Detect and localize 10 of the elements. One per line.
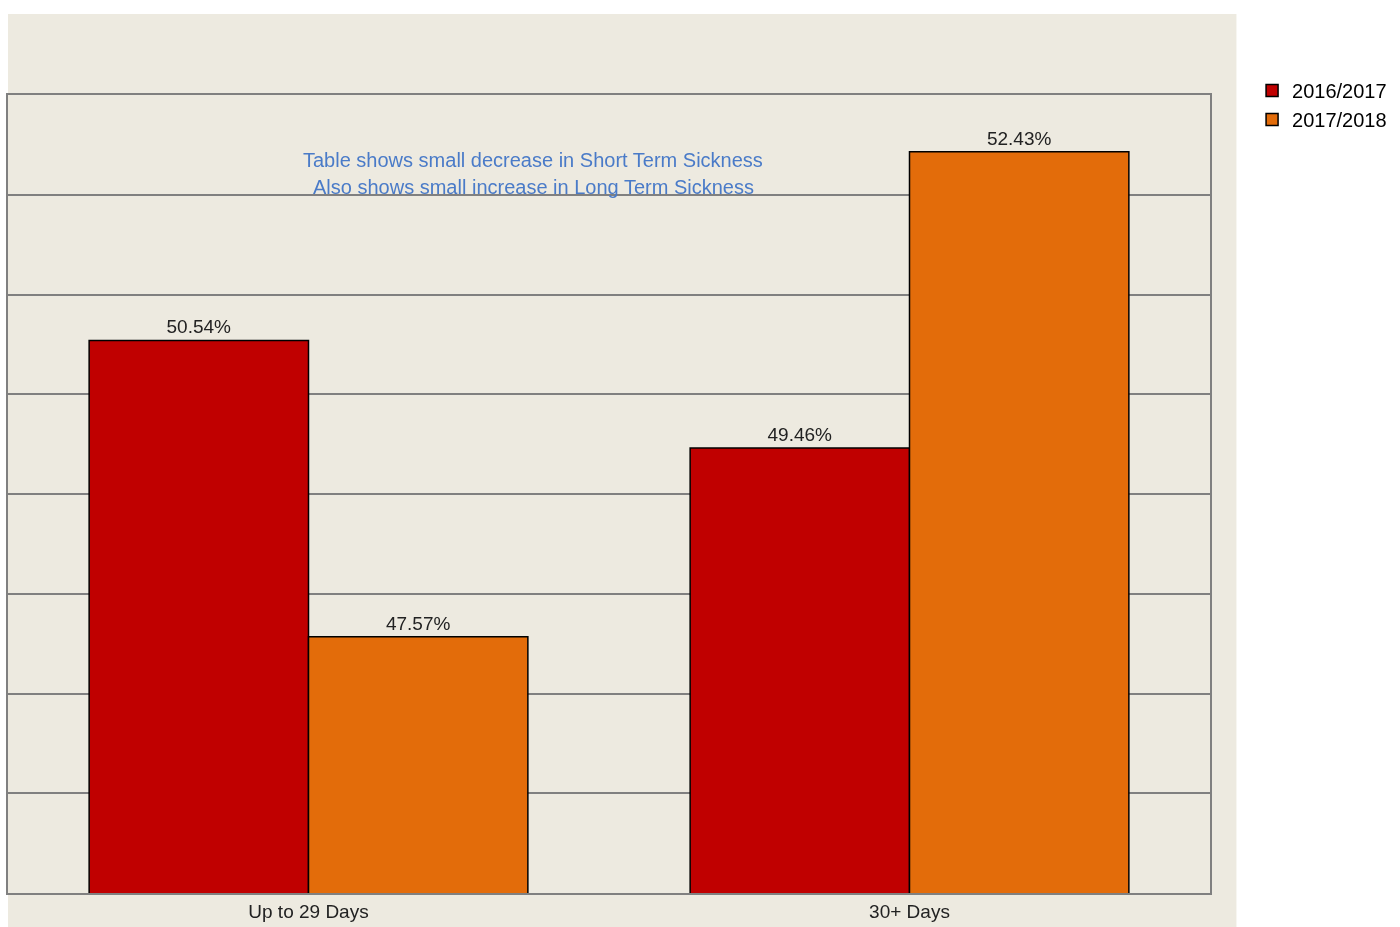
- data-label: 52.43%: [986, 127, 1052, 149]
- data-label: 47.57%: [385, 612, 451, 634]
- x-tick-label: 30+ Days: [869, 900, 950, 922]
- annotation: Table shows small decrease in Short Term Sickness: [303, 149, 763, 171]
- x-tick-label: Up to 29 Days: [248, 900, 369, 922]
- data-label: 49.46%: [767, 424, 833, 446]
- annotation: Also shows small increase in Long Term Sickness: [313, 176, 754, 198]
- legend-label: 2017/2018: [1292, 109, 1387, 132]
- data-label: 50.54%: [166, 316, 232, 338]
- legend-label: 2016/2017: [1292, 80, 1387, 103]
